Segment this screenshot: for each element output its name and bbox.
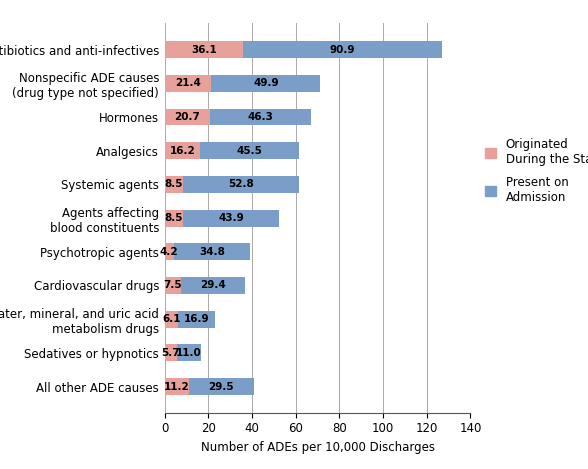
Bar: [183, 176, 299, 193]
Bar: [189, 378, 253, 395]
Text: 46.3: 46.3: [248, 112, 273, 122]
Text: 34.8: 34.8: [199, 247, 225, 257]
Bar: [165, 344, 177, 361]
Bar: [165, 243, 174, 260]
Bar: [165, 41, 243, 58]
Bar: [210, 108, 311, 125]
Text: 8.5: 8.5: [165, 213, 183, 223]
Text: 11.0: 11.0: [176, 348, 202, 358]
Text: 5.7: 5.7: [162, 348, 180, 358]
Text: 7.5: 7.5: [163, 280, 182, 290]
Legend: Originated
During the Stay, Present on
Admission: Originated During the Stay, Present on A…: [486, 138, 588, 204]
Bar: [243, 41, 442, 58]
Text: 29.5: 29.5: [209, 382, 234, 392]
Text: 49.9: 49.9: [253, 78, 279, 88]
Text: 45.5: 45.5: [237, 146, 263, 156]
Bar: [177, 344, 201, 361]
X-axis label: Number of ADEs per 10,000 Discharges: Number of ADEs per 10,000 Discharges: [201, 441, 435, 454]
Text: 90.9: 90.9: [330, 45, 356, 54]
Text: 43.9: 43.9: [218, 213, 244, 223]
Text: 6.1: 6.1: [162, 314, 181, 324]
Bar: [165, 142, 200, 159]
Text: 16.9: 16.9: [183, 314, 209, 324]
Text: 52.8: 52.8: [228, 179, 254, 189]
Bar: [174, 243, 250, 260]
Text: 20.7: 20.7: [174, 112, 200, 122]
Bar: [165, 75, 211, 92]
Text: 29.4: 29.4: [201, 280, 226, 290]
Bar: [178, 311, 215, 328]
Text: 11.2: 11.2: [164, 382, 190, 392]
Bar: [165, 176, 183, 193]
Bar: [165, 311, 178, 328]
Bar: [165, 210, 183, 227]
Text: 8.5: 8.5: [165, 179, 183, 189]
Bar: [165, 378, 189, 395]
Bar: [211, 75, 320, 92]
Bar: [165, 277, 181, 294]
Bar: [183, 210, 279, 227]
Bar: [165, 108, 210, 125]
Bar: [181, 277, 245, 294]
Text: 21.4: 21.4: [175, 78, 201, 88]
Text: 36.1: 36.1: [191, 45, 217, 54]
Text: 4.2: 4.2: [160, 247, 179, 257]
Text: 16.2: 16.2: [169, 146, 195, 156]
Bar: [200, 142, 299, 159]
